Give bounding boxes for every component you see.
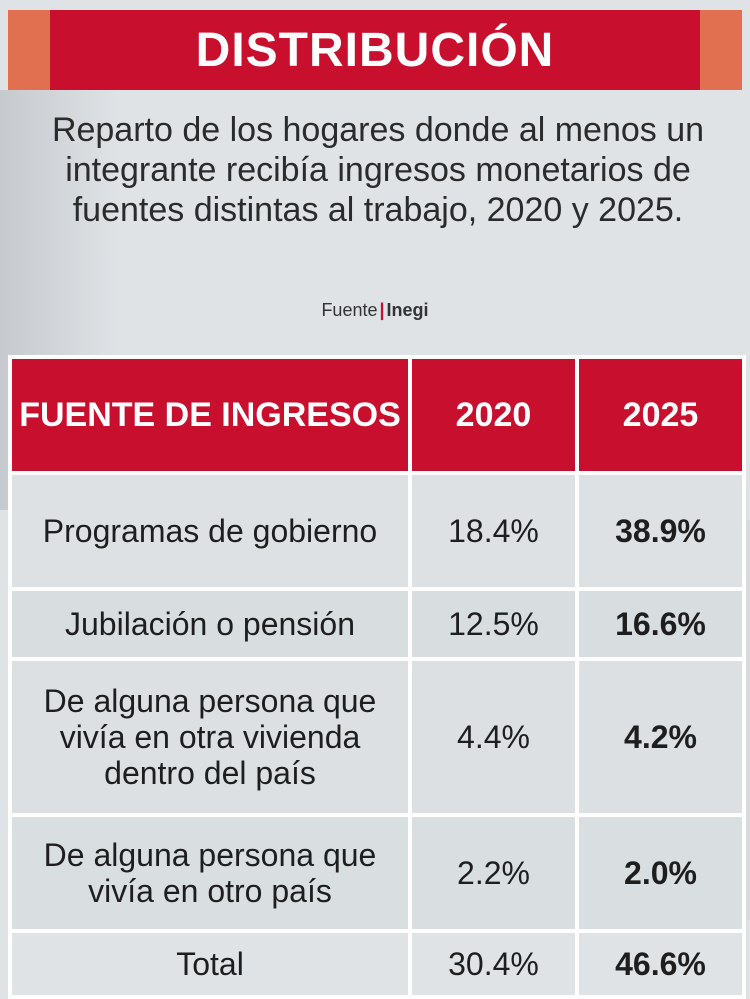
row-value-2025: 4.2% — [575, 657, 746, 817]
source-separator: | — [379, 300, 385, 320]
data-table: FUENTE DE INGRESOS 2020 2025 Programas d… — [8, 355, 746, 999]
row-value-2020: 2.2% — [408, 813, 579, 933]
row-source: De alguna persona que vivía en otra vivi… — [8, 657, 412, 817]
header-2020: 2020 — [408, 355, 579, 475]
subtitle: Reparto de los hogares donde al menos un… — [51, 111, 705, 229]
source-line: Fuente | Inegi — [0, 300, 750, 321]
row-source: Programas de gobierno — [8, 471, 412, 591]
page-title: DISTRIBUCIÓN — [195, 23, 555, 77]
row-value-2020: 12.5% — [408, 587, 579, 661]
title-banner: DISTRIBUCIÓN — [8, 10, 742, 90]
table-row-total: Total 30.4% 46.6% — [8, 929, 746, 999]
source-org: Inegi — [386, 300, 429, 320]
header-2025: 2025 — [575, 355, 746, 475]
row-value-2025: 46.6% — [575, 929, 746, 999]
table-header-row: FUENTE DE INGRESOS 2020 2025 — [8, 355, 746, 475]
table-row: Jubilación o pensión 12.5% 16.6% — [8, 587, 746, 661]
row-source: Total — [8, 929, 412, 999]
row-value-2025: 38.9% — [575, 471, 746, 591]
row-value-2020: 30.4% — [408, 929, 579, 999]
title-accent-right — [700, 10, 742, 90]
header-source: FUENTE DE INGRESOS — [8, 355, 412, 475]
row-value-2025: 16.6% — [575, 587, 746, 661]
row-value-2020: 4.4% — [408, 657, 579, 817]
row-value-2025: 2.0% — [575, 813, 746, 933]
row-source: De alguna persona que vivía en otro país — [8, 813, 412, 933]
row-source: Jubilación o pensión — [8, 587, 412, 661]
row-value-2020: 18.4% — [408, 471, 579, 591]
table-row: De alguna persona que vivía en otro país… — [8, 813, 746, 933]
source-label: Fuente — [321, 300, 378, 320]
title-accent-left — [8, 10, 50, 90]
table-row: Programas de gobierno 18.4% 38.9% — [8, 471, 746, 591]
table-row: De alguna persona que vivía en otra vivi… — [8, 657, 746, 817]
